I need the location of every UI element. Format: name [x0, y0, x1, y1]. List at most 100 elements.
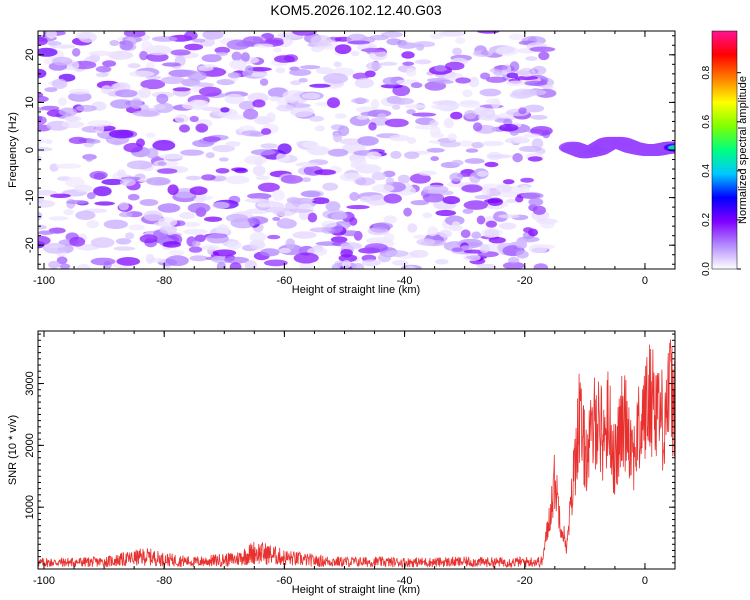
heatmap-noise-cell: [518, 145, 542, 152]
heatmap-noise-cell: [185, 175, 202, 181]
heatmap-noise-cell: [132, 110, 159, 117]
heatmap-noise-cell: [223, 256, 250, 264]
heatmap-noise-cell: [434, 64, 448, 72]
heatmap-noise-cell: [201, 245, 220, 251]
heatmap-noise-cell: [78, 31, 97, 43]
heatmap-noise-cell: [350, 50, 360, 57]
heatmap-noise-cell: [414, 125, 438, 130]
heatmap-noise-cell: [371, 172, 387, 181]
heatmap-noise-cell: [477, 170, 489, 177]
heatmap-noise-cell: [431, 104, 448, 110]
heatmap-noise-cell: [157, 203, 181, 213]
heatmap-noise-cell: [192, 240, 201, 247]
heatmap-noise-cell: [351, 263, 365, 269]
heatmap-noise-cell: [95, 65, 112, 73]
heatmap-noise-cell: [530, 114, 548, 120]
heatmap-noise-cell: [279, 217, 291, 226]
heatmap-noise-cell: [413, 234, 426, 239]
heatmap-noise-cell: [117, 169, 126, 178]
heatmap-noise-cell: [87, 120, 113, 127]
heatmap-noise-cell: [266, 112, 276, 123]
heatmap-noise-cell: [465, 148, 479, 153]
heatmap-noise-cell: [502, 179, 515, 185]
heatmap-noise-cell: [477, 31, 500, 34]
heatmap-noise-cell: [189, 186, 208, 196]
heatmap-noise-cell: [527, 156, 543, 162]
heatmap-noise-cell: [435, 209, 457, 217]
heatmap-noise-cell: [479, 244, 490, 254]
heatmap-noise-cell: [130, 98, 143, 109]
heatmap-noise-cell: [515, 238, 528, 249]
heatmap-noise-cell: [153, 104, 166, 111]
heatmap-noise-cell: [334, 113, 347, 119]
heatmap-noise-cell: [473, 106, 489, 116]
heatmap-noise-cell: [418, 170, 437, 176]
heatmap-noise-cell: [430, 132, 444, 139]
heatmap-noise-cell: [145, 45, 172, 56]
heatmap-noise-cell: [249, 231, 267, 243]
heatmap-noise-cell: [458, 101, 481, 108]
colorbar-tick-label: 0.6: [701, 114, 712, 128]
heatmap-noise-cell: [224, 114, 247, 120]
heatmap-noise-cell: [68, 91, 92, 102]
heatmap-noise-cell: [225, 141, 241, 147]
heatmap-noise-cell: [238, 100, 256, 111]
heatmap-noise-cell: [327, 97, 340, 109]
heatmap-noise-cell: [328, 148, 349, 157]
heatmap-noise-cell: [531, 65, 547, 75]
heatmap-noise-cell: [392, 104, 401, 110]
heatmap-noise-cell: [192, 38, 206, 43]
heatmap-noise-cell: [351, 97, 370, 104]
heatmap-noise-cell: [371, 184, 395, 193]
heatmap-y-tick-label: -20: [24, 237, 36, 253]
heatmap-noise-cell: [183, 228, 208, 235]
heatmap-noise-cell: [116, 257, 141, 266]
heatmap-y-label: Frequency (Hz): [7, 112, 19, 188]
heatmap-noise-cell: [38, 155, 39, 161]
heatmap-noise-cell: [202, 31, 224, 40]
heatmap-noise-cell: [256, 202, 274, 208]
heatmap-noise-cell: [218, 157, 229, 162]
heatmap-noise-cell: [143, 210, 163, 222]
heatmap-noise-cell: [463, 254, 481, 262]
heatmap-noise-cell: [198, 86, 222, 97]
heatmap-noise-cell: [86, 220, 100, 229]
heatmap-noise-cell: [244, 198, 268, 203]
heatmap-noise-cell: [44, 87, 58, 93]
heatmap-noise-cell: [533, 263, 548, 269]
heatmap-noise-cell: [66, 200, 89, 205]
heatmap-noise-cell: [38, 230, 55, 235]
heatmap-noise-cell: [380, 61, 398, 66]
heatmap-noise-cell: [58, 107, 78, 117]
heatmap-noise-cell: [520, 177, 534, 183]
heatmap-noise-cell: [316, 67, 333, 75]
heatmap-noise-cell: [145, 132, 156, 138]
heatmap-noise-cell: [477, 113, 500, 121]
heatmap-noise-cell: [123, 31, 146, 38]
heatmap-noise-cell: [215, 168, 230, 174]
heatmap-noise-cell: [516, 250, 529, 259]
heatmap-noise-cell: [38, 36, 48, 46]
heatmap-noise-cell: [126, 160, 153, 170]
heatmap-noise-cell: [52, 56, 73, 66]
snr-y-axis: 1000 2000 3000: [24, 333, 675, 570]
heatmap-noise-cell: [260, 128, 272, 135]
heatmap-noise-cell: [311, 45, 324, 53]
heatmap-noise-cell: [292, 31, 317, 36]
heatmap-cells: [38, 31, 675, 269]
heatmap-noise-cell: [240, 52, 250, 62]
heatmap-noise-cell: [90, 257, 116, 266]
heatmap-noise-cell: [307, 212, 318, 223]
heatmap-noise-cell: [495, 46, 519, 56]
heatmap-noise-cell: [482, 186, 490, 198]
heatmap-noise-cell: [289, 69, 312, 76]
snr-x-label: Height of straight line (km): [292, 584, 420, 596]
heatmap-noise-cell: [442, 196, 461, 205]
heatmap-noise-cell: [411, 112, 437, 117]
heatmap-noise-cell: [61, 120, 85, 128]
heatmap-noise-cell: [452, 47, 463, 56]
heatmap-noise-cell: [406, 109, 416, 115]
heatmap-noise-cell: [512, 136, 529, 143]
heatmap-noise-cell: [514, 75, 539, 80]
heatmap-noise-cell: [377, 113, 387, 119]
